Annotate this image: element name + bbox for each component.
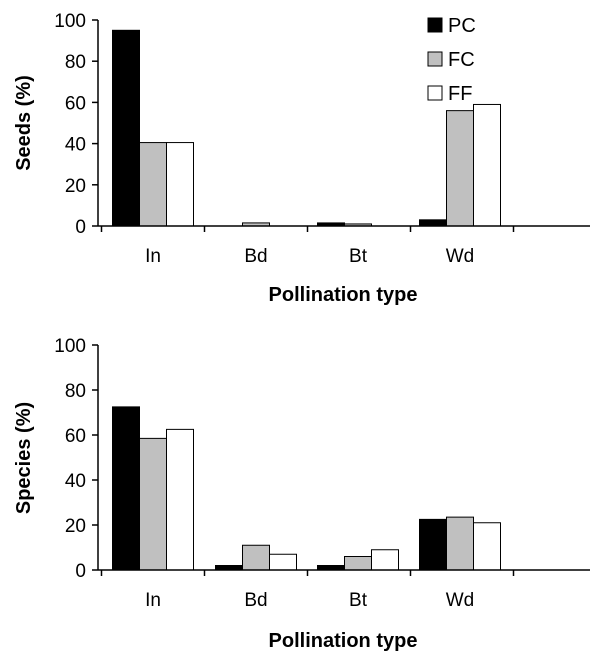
seeds-bar-pc-in bbox=[112, 29, 140, 227]
legend-swatch-ff bbox=[427, 85, 443, 101]
legend-swatch-fc bbox=[427, 51, 443, 67]
seeds-bar-pc-wd bbox=[419, 219, 447, 227]
species-bar-fc-wd bbox=[446, 516, 474, 571]
species-y-tick-label: 60 bbox=[65, 426, 86, 447]
seeds-y-tick-label: 60 bbox=[65, 93, 86, 114]
seeds-chart: Seeds (%) Pollination type 0 20 40 60 80 100 I… bbox=[13, 11, 590, 306]
seeds-x-tick-label-bt: Bt bbox=[349, 246, 368, 267]
seeds-y-tick-label: 100 bbox=[54, 11, 86, 32]
species-x-tick-label-bd: Bd bbox=[244, 590, 267, 611]
species-chart: Species (%) Pollination type 0 20 40 60 80 10… bbox=[13, 336, 590, 652]
seeds-x-tick-label-bd: Bd bbox=[244, 246, 267, 267]
legend-swatch-pc bbox=[427, 17, 443, 33]
species-bar-fc-bd bbox=[242, 544, 270, 571]
legend-item-pc: PC bbox=[427, 15, 476, 37]
seeds-x-axis-title: Pollination type bbox=[269, 284, 418, 306]
species-y-axis-title: Species (%) bbox=[13, 402, 35, 514]
species-bar-ff-wd bbox=[473, 522, 501, 571]
species-y-tick-label: 100 bbox=[54, 336, 86, 357]
species-bar-ff-bt bbox=[371, 549, 399, 571]
species-y-tick-label: 0 bbox=[75, 561, 86, 582]
seeds-bar-fc-wd bbox=[446, 110, 474, 227]
seeds-y-tick-label: 0 bbox=[75, 217, 86, 238]
species-bar-pc-wd bbox=[419, 518, 447, 571]
seeds-x-tick-label-wd: Wd bbox=[446, 246, 475, 267]
legend-item-fc: FC bbox=[427, 49, 475, 71]
seeds-y-tick-label: 40 bbox=[65, 135, 86, 156]
legend: PC FC FF bbox=[427, 15, 476, 105]
species-bar-fc-bt bbox=[344, 556, 372, 571]
species-x-tick-label-in: In bbox=[145, 590, 161, 611]
seeds-bar-fc-in bbox=[139, 142, 167, 227]
species-bar-pc-in bbox=[112, 406, 140, 571]
seeds-bar-ff-in bbox=[166, 142, 194, 227]
species-bar-ff-in bbox=[166, 428, 194, 571]
legend-label-fc: FC bbox=[448, 49, 475, 71]
legend-label-pc: PC bbox=[448, 15, 476, 37]
seeds-x-tick-label-in: In bbox=[145, 246, 161, 267]
species-y-tick-label: 40 bbox=[65, 471, 86, 492]
seeds-y-tick-label: 20 bbox=[65, 176, 86, 197]
species-x-tick-label-wd: Wd bbox=[446, 590, 475, 611]
species-bar-ff-bd bbox=[269, 553, 297, 571]
seeds-bar-ff-wd bbox=[473, 103, 501, 227]
legend-label-ff: FF bbox=[448, 83, 472, 105]
species-y-tick-label: 20 bbox=[65, 516, 86, 537]
species-x-axis-title: Pollination type bbox=[269, 630, 418, 652]
legend-item-ff: FF bbox=[427, 83, 472, 105]
species-x-tick-label-bt: Bt bbox=[349, 590, 368, 611]
species-y-tick-label: 80 bbox=[65, 381, 86, 402]
seeds-y-tick-label: 80 bbox=[65, 52, 86, 73]
seeds-y-axis-title: Seeds (%) bbox=[13, 75, 35, 171]
species-bar-fc-in bbox=[139, 437, 167, 571]
